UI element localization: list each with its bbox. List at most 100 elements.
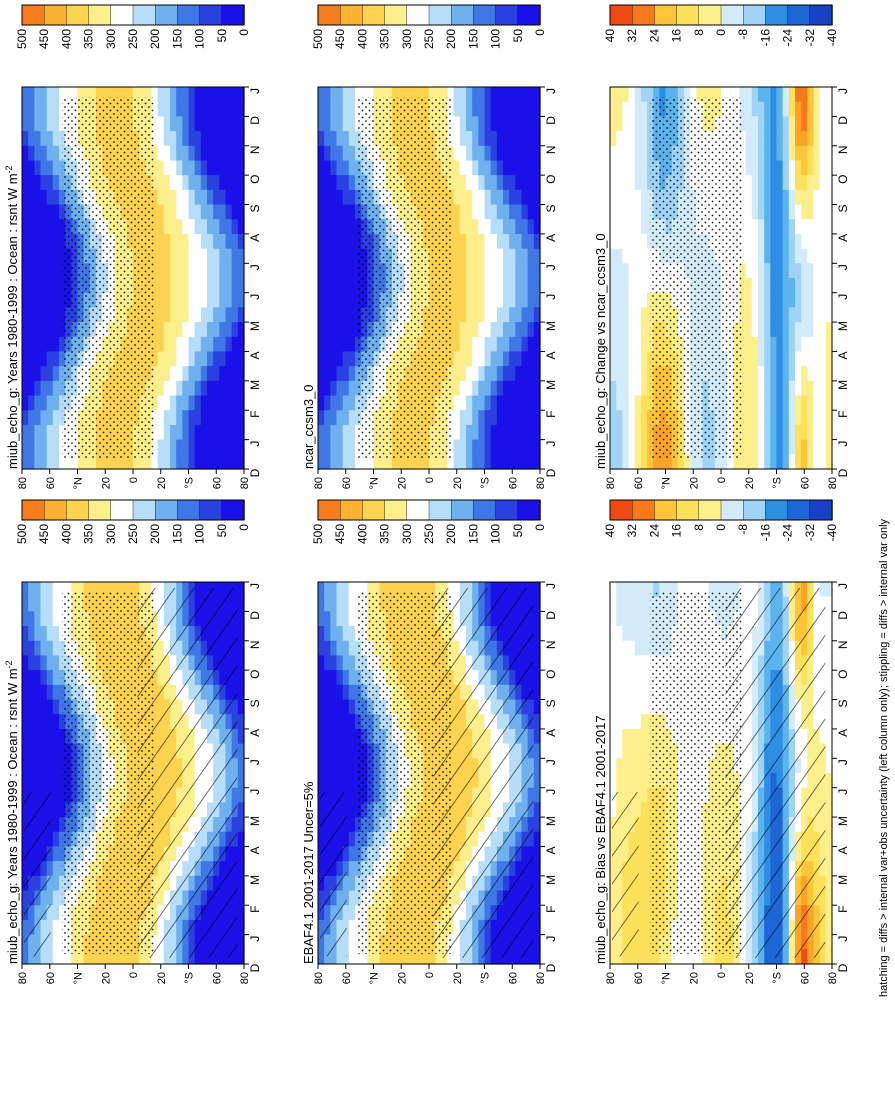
heat-cell: [342, 626, 350, 642]
heat-cell: [628, 655, 636, 671]
heat-cell: [503, 410, 510, 426]
heat-cell: [28, 714, 35, 730]
heat-cell: [348, 875, 356, 892]
month-tick-label: A: [544, 351, 558, 359]
heat-cell: [34, 219, 42, 235]
heat-cell: [213, 145, 220, 162]
heat-cell: [447, 87, 455, 103]
heat-cell: [52, 934, 60, 950]
heat-cell: [342, 204, 350, 220]
heat-cell: [392, 582, 399, 598]
colorbar-label: 0: [237, 29, 251, 36]
heat-cell: [453, 366, 461, 382]
heat-cell: [200, 410, 208, 426]
heat-cell: [52, 263, 60, 279]
heat-cell: [422, 87, 430, 103]
heat-cell: [634, 684, 642, 701]
heat-cell: [188, 322, 196, 338]
heat-cell: [52, 292, 60, 308]
heat-cell: [176, 248, 183, 264]
panel-title: miub_echo_g: Bias vs EBAF4.1 2001-2017: [593, 715, 608, 964]
heat-cell: [83, 87, 91, 103]
heat-cell: [46, 670, 54, 686]
heat-cell: [336, 758, 344, 774]
heat-cell: [496, 292, 504, 308]
heat-cell: [496, 278, 504, 294]
heat-cell: [28, 949, 35, 965]
heat-cell: [336, 380, 344, 397]
heat-cell: [521, 101, 529, 117]
month-tick-label: M: [248, 380, 262, 390]
heat-cell: [40, 395, 48, 411]
heat-cell: [46, 278, 54, 294]
heat-cell: [163, 263, 171, 279]
heat-cell: [170, 292, 177, 308]
heat-cell: [490, 410, 498, 426]
heat-cell: [182, 292, 190, 308]
colorbar-label: 350: [82, 524, 96, 544]
panel-title: miub_echo_g: Years 1980-1999 : Ocean : r…: [4, 660, 20, 964]
heat-cell: [527, 322, 535, 338]
heat-cell: [825, 817, 833, 833]
colorbar-swatch: [384, 499, 408, 521]
heat-cell: [219, 366, 227, 382]
heat-cell: [34, 204, 42, 220]
heat-cell: [410, 949, 418, 965]
colorbar-swatch: [110, 4, 134, 26]
heat-cell: [28, 728, 35, 745]
heat-cell: [77, 87, 85, 103]
heat-cell: [170, 145, 177, 162]
lat-tick-label: 20: [396, 972, 408, 984]
heat-cell: [22, 640, 29, 657]
heat-cell: [422, 582, 430, 598]
heat-cell: [22, 87, 29, 103]
heat-cell: [22, 380, 29, 397]
lat-tick-label: °N: [73, 477, 85, 489]
heat-cell: [484, 219, 492, 235]
heat-cell: [610, 949, 617, 965]
heat-cell: [459, 424, 467, 441]
heat-cell: [478, 439, 486, 455]
heat-cell: [527, 351, 535, 367]
colorbar-middle-left: 500 450 400 350 300 250 200 150 100 50 0: [311, 499, 547, 544]
heat-cell: [200, 101, 208, 117]
heat-cell: [484, 263, 492, 279]
colorbar-swatch: [66, 499, 90, 521]
heat-cell: [453, 439, 461, 455]
heat-cell: [515, 410, 523, 426]
heat-cell: [521, 292, 529, 308]
heat-cell: [336, 160, 344, 176]
heat-cell: [324, 145, 331, 162]
heat-cell: [170, 263, 177, 279]
heat-cell: [22, 773, 29, 789]
heat-cell: [34, 714, 42, 730]
heat-cell: [634, 582, 642, 598]
heat-cell: [52, 626, 60, 642]
heat-cell: [213, 395, 220, 411]
heat-cell: [634, 655, 642, 671]
heat-cell: [40, 366, 48, 382]
heat-cell: [231, 248, 239, 264]
colorbar-swatch: [199, 499, 223, 521]
heat-cell: [318, 248, 325, 264]
heat-cell: [466, 395, 473, 411]
heat-cell: [231, 336, 239, 353]
heat-cell: [22, 728, 29, 745]
month-tick-label: J: [544, 936, 558, 942]
heat-cell: [348, 699, 356, 715]
heat-cell: [40, 145, 48, 162]
heat-cell: [40, 175, 48, 191]
heat-cell: [478, 131, 486, 147]
heat-cell: [466, 454, 473, 470]
colorbar-label: 50: [215, 29, 229, 43]
heat-cell: [336, 87, 344, 103]
heat-cell: [496, 219, 504, 235]
heat-cell: [324, 626, 331, 642]
heat-cell: [342, 596, 350, 612]
heat-cell: [453, 189, 461, 206]
heat-cell: [459, 292, 467, 308]
heat-cell: [120, 582, 128, 598]
heat-cell: [342, 278, 350, 294]
heat-cell: [533, 131, 541, 147]
colorbar-swatch: [517, 4, 541, 26]
